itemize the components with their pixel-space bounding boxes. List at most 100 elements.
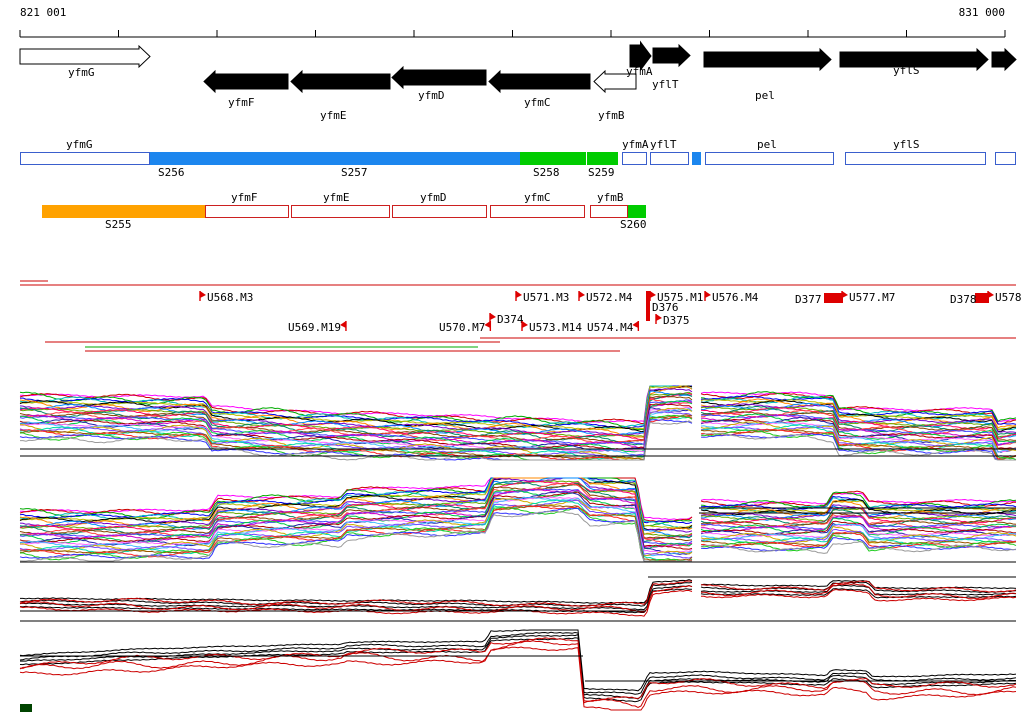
gene-label: pel — [755, 89, 775, 102]
segment-box[interactable] — [995, 152, 1016, 165]
profile-line — [19, 499, 693, 559]
probe-flag-icon[interactable] — [339, 321, 346, 328]
probe-flag-icon[interactable] — [200, 291, 206, 298]
gene-arrow-yfmB[interactable] — [593, 69, 637, 94]
profile-line — [701, 583, 1017, 600]
probe-label[interactable]: U573.M14 — [529, 321, 582, 334]
segment-label: yflT — [650, 138, 677, 151]
segment-box[interactable] — [628, 205, 646, 218]
profile-line — [700, 429, 1017, 461]
profile-line — [700, 508, 1017, 522]
gene-arrow-yflS[interactable] — [839, 47, 989, 72]
segment-label: S259 — [588, 166, 615, 179]
segment-box[interactable] — [590, 205, 628, 218]
probe-flag-icon[interactable] — [632, 321, 639, 328]
profile-line — [700, 520, 1017, 536]
probe-flag-icon[interactable] — [516, 291, 522, 298]
gene-arrow-yfmG[interactable] — [19, 44, 151, 69]
profile-line — [19, 482, 693, 547]
segment-label: S256 — [158, 166, 185, 179]
probe-marker[interactable] — [975, 293, 989, 303]
profile-line — [19, 585, 693, 613]
profile-line — [19, 411, 693, 458]
gene-arrow-yfmF[interactable] — [203, 69, 289, 94]
profile-line — [700, 528, 1017, 544]
probe-flag-icon[interactable] — [490, 313, 496, 320]
segment-box[interactable] — [392, 205, 487, 218]
profile-panel-2 — [19, 477, 1017, 563]
probe-flag-icon[interactable] — [988, 291, 994, 298]
probe-flag-icon[interactable] — [579, 291, 585, 298]
probe-label[interactable]: U568.M3 — [207, 291, 253, 304]
probe-flag-icon[interactable] — [705, 291, 711, 298]
probe-label[interactable]: U570.M7 — [439, 321, 485, 334]
gene-arrow-yflT[interactable] — [652, 43, 691, 68]
segment-label: S255 — [105, 218, 132, 231]
gene-arrow-partial[interactable] — [991, 47, 1017, 72]
profile-line — [19, 629, 1017, 692]
probe-marker[interactable] — [824, 293, 843, 303]
profile-line — [19, 483, 693, 542]
probe-flag-icon[interactable] — [656, 314, 662, 321]
probe-label[interactable]: U571.M3 — [523, 291, 569, 304]
probe-label[interactable]: D375 — [663, 314, 690, 327]
profile-line — [700, 492, 1017, 505]
profile-line — [19, 400, 693, 449]
profile-panel-1 — [19, 385, 1017, 461]
probe-flag-icon[interactable] — [484, 321, 491, 328]
probe-label[interactable]: D376 — [652, 301, 679, 314]
segment-box[interactable] — [845, 152, 986, 165]
segment-box[interactable] — [291, 205, 390, 218]
segment-box[interactable] — [650, 152, 689, 165]
segment-box[interactable] — [20, 152, 150, 165]
panel-mark — [20, 704, 32, 712]
segment-box[interactable] — [587, 152, 618, 165]
probe-label[interactable]: D378 — [950, 293, 977, 306]
probe-label[interactable]: D377 — [795, 293, 822, 306]
probe-track: U568.M3 U571.M3 U572.M4 U575.M1 U576.M4 D377 U… — [20, 280, 1022, 352]
profile-line — [700, 421, 1017, 453]
gene-label: yfmC — [524, 96, 551, 109]
profile-line — [700, 537, 1017, 552]
probe-flag-icon[interactable] — [650, 291, 656, 298]
segment-label: S258 — [533, 166, 560, 179]
segment-box[interactable] — [490, 205, 585, 218]
profile-line — [19, 407, 693, 457]
probe-label[interactable]: U572.M4 — [586, 291, 633, 304]
probe-flag-icon[interactable] — [522, 321, 528, 328]
profile-panel-3 — [19, 576, 1017, 622]
segment-box[interactable] — [705, 152, 834, 165]
segment-label: yflS — [893, 138, 920, 151]
profile-line — [19, 392, 693, 441]
segment-box[interactable] — [622, 152, 647, 165]
probe-label[interactable]: U569.M19 — [288, 321, 341, 334]
segment-box[interactable] — [520, 152, 586, 165]
probe-label[interactable]: U574.M4 — [587, 321, 634, 334]
probe-label[interactable]: U577.M7 — [849, 291, 895, 304]
segment-box[interactable] — [205, 205, 289, 218]
segment-label: S260 — [620, 218, 647, 231]
gene-arrow-yfmC[interactable] — [488, 69, 591, 94]
probe-flag-icon[interactable] — [842, 291, 848, 298]
probe-label[interactable]: U575.M1 — [657, 291, 703, 304]
segment-box[interactable] — [150, 152, 520, 165]
probe-label[interactable]: D374 — [497, 313, 524, 326]
gene-arrow-yfmA[interactable] — [629, 40, 652, 72]
segment_track1: yfmG yfmA yflT pel yflS S256 S257 S258 S259 — [20, 138, 1016, 179]
segment-box[interactable] — [42, 205, 205, 218]
gene-arrow-yfmE[interactable] — [290, 69, 391, 94]
probe-label[interactable]: U578 — [995, 291, 1022, 304]
probe-marker[interactable] — [646, 291, 650, 321]
profile-line — [19, 491, 693, 550]
profile-line — [19, 582, 693, 607]
gene-arrow-pel[interactable] — [703, 47, 832, 72]
gene-label: yfmD — [418, 89, 445, 102]
profile-line — [700, 433, 1016, 461]
segment-box[interactable] — [692, 152, 701, 165]
segment_track2: yfmF yfmE yfmD yfmC yfmB S255 S260 — [42, 191, 647, 231]
probe-label[interactable]: U576.M4 — [712, 291, 759, 304]
profile-line — [19, 480, 693, 540]
gene-arrow-yfmD[interactable] — [391, 65, 487, 90]
